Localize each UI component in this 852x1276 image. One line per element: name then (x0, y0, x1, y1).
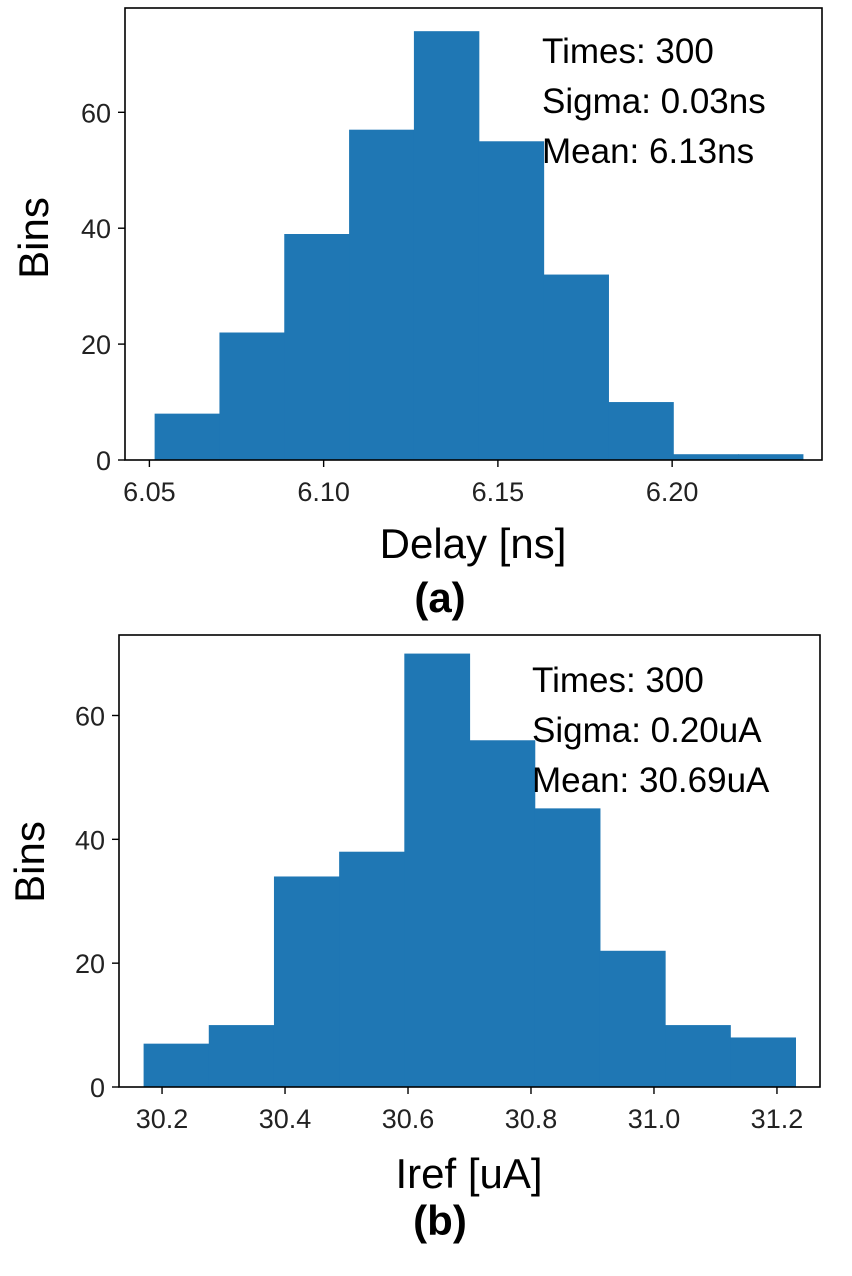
histogram-bar-a-8 (673, 454, 739, 460)
histogram-bar-b-9 (730, 1037, 796, 1087)
histogram-bar-b-3 (339, 851, 405, 1087)
histogram-bar-a-1 (219, 332, 285, 460)
x-tick-label-b-3: 30.8 (505, 1104, 558, 1134)
y-axis-label-a: Bins (10, 197, 57, 279)
annotation-sigma-a: Sigma: 0.03ns (542, 82, 766, 121)
y-tick-label-a-0: 0 (96, 446, 111, 476)
bars-a (154, 31, 804, 461)
x-tick-label-b-2: 30.6 (382, 1104, 435, 1134)
y-tick-label-b-1: 20 (75, 949, 105, 979)
x-ticks-a: 6.05 6.10 6.15 6.20 (123, 460, 698, 507)
y-tick-label-a-3: 60 (81, 98, 111, 128)
y-tick-label-a-2: 40 (81, 214, 111, 244)
histogram-panel-a: 6.05 6.10 6.15 6.20 0 20 40 60 Times: 300 Sigm… (10, 7, 823, 621)
x-tick-label-a-3: 6.20 (646, 477, 699, 507)
histogram-bar-a-4 (413, 31, 480, 461)
annotation-times-a: Times: 300 (542, 32, 714, 71)
x-axis-label-a: Delay [ns] (380, 520, 567, 567)
histogram-bar-a-5 (478, 141, 545, 460)
histogram-panel-b: 30.2 30.4 30.6 30.8 31.0 31.2 0 20 40 60 Times: … (6, 634, 821, 1244)
panel-label-a: (a) (414, 574, 465, 621)
histogram-bar-b-1 (208, 1025, 275, 1087)
y-tick-label-a-1: 20 (81, 330, 111, 360)
bars-b (143, 653, 796, 1087)
y-tick-label-b-3: 60 (75, 701, 105, 731)
x-axis-label-b: Iref [uA] (395, 1150, 542, 1197)
annotation-times-b: Times: 300 (532, 661, 704, 700)
histogram-bar-a-0 (154, 413, 221, 460)
x-tick-label-b-1: 30.4 (259, 1104, 312, 1134)
histogram-bar-b-6 (534, 808, 601, 1087)
x-tick-label-a-0: 6.05 (123, 477, 176, 507)
x-tick-label-b-5: 31.2 (751, 1104, 804, 1134)
y-axis-label-b: Bins (6, 821, 53, 903)
histogram-bar-b-2 (273, 876, 340, 1087)
y-tick-label-b-2: 40 (75, 825, 105, 855)
annotation-mean-b: Mean: 30.69uA (532, 761, 770, 800)
x-ticks-b: 30.2 30.4 30.6 30.8 31.0 31.2 (136, 1087, 803, 1134)
histogram-bar-b-5 (469, 740, 536, 1087)
panel-label-b: (b) (413, 1197, 467, 1244)
histogram-bar-a-9 (738, 454, 804, 460)
histogram-bar-b-0 (143, 1043, 210, 1087)
histogram-bar-a-6 (543, 274, 609, 460)
x-tick-label-a-2: 6.15 (472, 477, 525, 507)
y-ticks-b: 0 20 40 60 (75, 701, 119, 1103)
histogram-bar-a-2 (284, 234, 350, 460)
x-tick-label-b-4: 31.0 (628, 1104, 681, 1134)
axes-frame-a (124, 7, 823, 461)
annotation-mean-a: Mean: 6.13ns (542, 132, 754, 171)
histogram-bar-a-3 (349, 129, 415, 460)
histogram-bar-b-4 (404, 653, 471, 1087)
y-tick-label-b-0: 0 (90, 1073, 105, 1103)
histogram-bar-b-7 (599, 950, 666, 1087)
y-ticks-a: 0 20 40 60 (81, 98, 125, 476)
x-tick-label-a-1: 6.10 (297, 477, 350, 507)
annotation-sigma-b: Sigma: 0.20uA (532, 711, 762, 750)
axes-frame-b (118, 634, 821, 1088)
x-tick-label-b-0: 30.2 (136, 1104, 189, 1134)
histogram-bar-a-7 (608, 402, 674, 460)
histogram-bar-b-8 (665, 1025, 731, 1087)
